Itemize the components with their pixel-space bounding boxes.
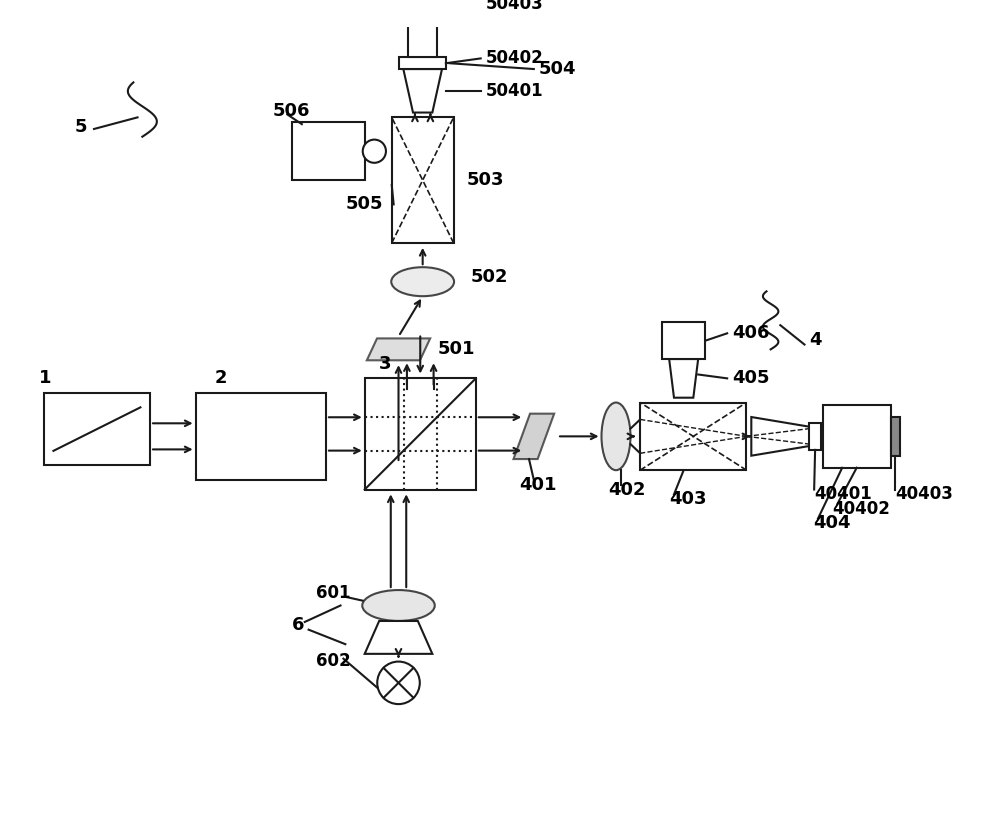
Text: 403: 403 — [669, 491, 707, 508]
Bar — [809, 423, 821, 450]
Text: 401: 401 — [519, 476, 557, 494]
Text: 501: 501 — [437, 341, 475, 358]
Polygon shape — [367, 338, 430, 360]
Bar — [640, 402, 746, 470]
Ellipse shape — [391, 267, 454, 296]
Text: 602: 602 — [316, 652, 351, 670]
Bar — [399, 0, 447, 24]
Text: 601: 601 — [316, 584, 351, 602]
Polygon shape — [513, 414, 554, 459]
Text: 50401: 50401 — [486, 81, 543, 100]
Bar — [823, 405, 891, 467]
Polygon shape — [403, 69, 442, 113]
Text: 504: 504 — [539, 60, 576, 78]
Bar — [408, 24, 437, 58]
Text: 40403: 40403 — [895, 486, 953, 504]
Polygon shape — [365, 621, 432, 653]
Bar — [196, 393, 326, 480]
Text: 503: 503 — [466, 171, 504, 189]
Polygon shape — [751, 417, 809, 456]
Bar — [662, 323, 705, 359]
Text: 4: 4 — [809, 331, 822, 349]
Text: 506: 506 — [273, 101, 310, 119]
Text: 1: 1 — [39, 370, 51, 388]
Text: 40401: 40401 — [814, 486, 872, 504]
Text: 5: 5 — [75, 118, 87, 136]
Text: 6: 6 — [292, 616, 305, 634]
Text: 2: 2 — [215, 370, 227, 388]
Circle shape — [377, 662, 420, 704]
Text: 50403: 50403 — [486, 0, 543, 13]
Text: 40402: 40402 — [833, 500, 890, 518]
Bar — [891, 417, 900, 456]
Ellipse shape — [601, 402, 630, 470]
Bar — [392, 118, 454, 243]
Text: 3: 3 — [379, 355, 392, 373]
Text: 405: 405 — [732, 370, 769, 388]
Bar — [44, 393, 150, 465]
Text: 406: 406 — [732, 324, 769, 342]
Text: 505: 505 — [345, 195, 383, 213]
Bar — [399, 58, 446, 69]
Text: 502: 502 — [471, 267, 509, 286]
Bar — [292, 122, 365, 180]
Polygon shape — [669, 359, 698, 398]
Bar — [365, 379, 476, 490]
Text: 404: 404 — [813, 514, 851, 532]
Text: 50402: 50402 — [486, 49, 543, 67]
Ellipse shape — [362, 590, 435, 621]
Text: 402: 402 — [608, 481, 646, 499]
Circle shape — [363, 140, 386, 163]
